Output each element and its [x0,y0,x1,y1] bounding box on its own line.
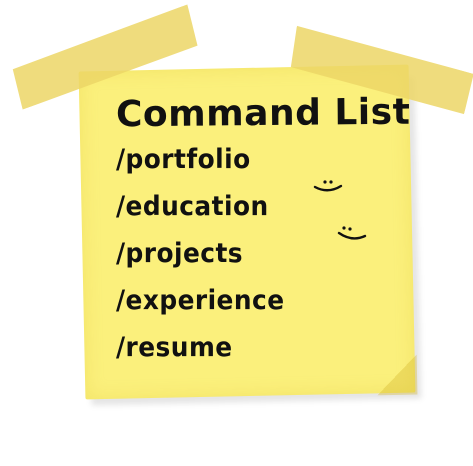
note-title: Command List [115,91,411,136]
command-resume[interactable]: /resume [116,332,233,363]
command-projects[interactable]: /projects [116,238,244,269]
smiley-icon [313,180,343,192]
command-education[interactable]: /education [116,191,269,222]
command-list: /portfolio /education /projects /experie… [116,146,410,381]
command-experience[interactable]: /experience [116,285,285,316]
note-content: Command List /portfolio /education /proj… [115,91,411,381]
smiley-icon [337,226,367,240]
command-portfolio[interactable]: /portfolio [116,144,251,175]
